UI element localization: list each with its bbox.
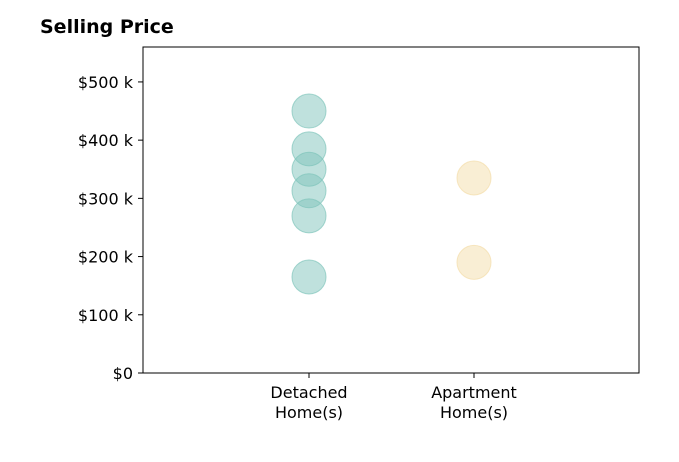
y-tick-label: $100 k xyxy=(78,306,134,325)
data-point xyxy=(291,198,327,234)
y-tick-label: $400 k xyxy=(78,131,134,150)
x-tick-label: Apartment Home(s) xyxy=(431,383,517,422)
y-tick-label: $300 k xyxy=(78,189,134,208)
data-point xyxy=(456,244,492,280)
data-point xyxy=(291,259,327,295)
y-tick-label: $200 k xyxy=(78,248,134,267)
data-point xyxy=(456,160,492,196)
y-tick-label: $0 xyxy=(113,364,133,383)
plot-frame xyxy=(142,46,640,374)
chart-title: Selling Price xyxy=(40,16,174,38)
data-points xyxy=(291,93,492,295)
data-point xyxy=(291,93,327,129)
y-axis: $0 $100 k $200 k $300 k $400 k $500 k xyxy=(78,73,143,383)
y-tick-label: $500 k xyxy=(78,73,134,92)
x-tick-label: Detached Home(s) xyxy=(270,383,347,422)
x-axis: Detached Home(s) Apartment Home(s) xyxy=(270,373,517,422)
